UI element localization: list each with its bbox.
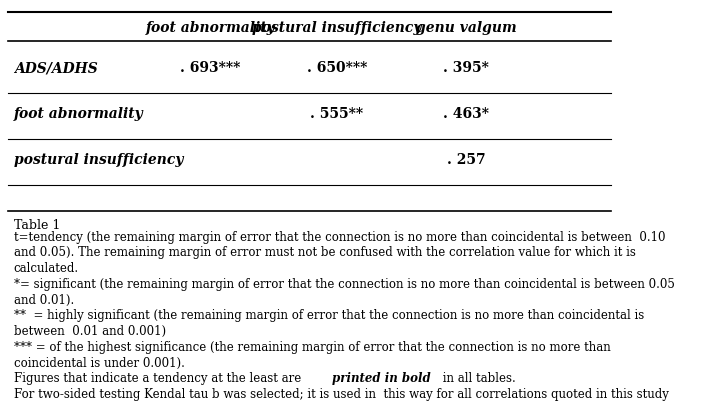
Text: and 0.01).: and 0.01). [14, 294, 74, 306]
Text: . 395*: . 395* [443, 61, 489, 75]
Text: between  0.01 and 0.001): between 0.01 and 0.001) [14, 325, 166, 338]
Text: . 463*: . 463* [443, 107, 489, 121]
Text: Figures that indicate a tendency at the least are: Figures that indicate a tendency at the … [14, 372, 305, 385]
Text: t=tendency (the remaining margin of error that the connection is no more than co: t=tendency (the remaining margin of erro… [14, 231, 665, 244]
Text: foot abnormality: foot abnormality [146, 21, 276, 35]
Text: Table 1: Table 1 [14, 219, 60, 232]
Text: **  = highly significant (the remaining margin of error that the connection is n: ** = highly significant (the remaining m… [14, 309, 644, 322]
Text: For two-sided testing Kendal tau b was selected; it is used in  this way for all: For two-sided testing Kendal tau b was s… [14, 388, 669, 401]
Text: printed in bold: printed in bold [332, 372, 430, 385]
Text: . 650***: . 650*** [307, 61, 367, 75]
Text: coincidental is under 0.001).: coincidental is under 0.001). [14, 357, 185, 370]
Text: . 257: . 257 [447, 153, 486, 167]
Text: *= significant (the remaining margin of error that the connection is no more tha: *= significant (the remaining margin of … [14, 278, 675, 291]
Text: . 693***: . 693*** [180, 61, 241, 75]
Text: postural insufficiency: postural insufficiency [252, 21, 422, 35]
Text: calculated.: calculated. [14, 262, 79, 275]
Text: . 555**: . 555** [310, 107, 364, 121]
Text: postural insufficiency: postural insufficiency [14, 153, 183, 167]
Text: genu valgum: genu valgum [416, 21, 516, 35]
Text: and 0.05). The remaining margin of error must not be confused with the correlati: and 0.05). The remaining margin of error… [14, 246, 635, 259]
Text: in all tables.: in all tables. [440, 372, 516, 385]
Text: foot abnormality: foot abnormality [14, 107, 143, 121]
Text: ADS/ADHS: ADS/ADHS [14, 61, 97, 75]
Text: *** = of the highest significance (the remaining margin of error that the connec: *** = of the highest significance (the r… [14, 341, 611, 354]
